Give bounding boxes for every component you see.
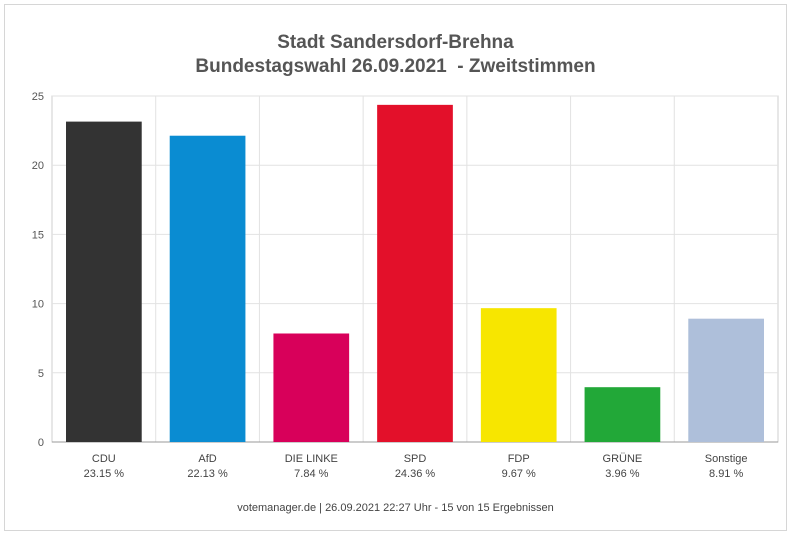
x-category-label: CDU: [92, 453, 116, 465]
y-tick-label: 15: [32, 229, 44, 241]
y-tick-label: 20: [32, 160, 44, 172]
bar-value-label: 8.91 %: [709, 468, 743, 480]
y-tick-label: 5: [38, 368, 44, 380]
x-category-label: Sonstige: [705, 453, 748, 465]
x-category-label: GRÜNE: [603, 453, 643, 465]
y-axis-ticks: 0 5 10 15 20 25: [32, 91, 44, 449]
chart-subtitle: Bundestagswahl 26.09.2021 - Zweitstimmen: [195, 56, 596, 77]
bar-value-label: 22.13 %: [187, 468, 228, 480]
x-category-label: DIE LINKE: [285, 453, 338, 465]
bar-cdu: [66, 121, 142, 442]
x-category-label: AfD: [198, 453, 216, 465]
bar-value-label: 23.15 %: [84, 468, 125, 480]
chart-title: Stadt Sandersdorf-Brehna: [277, 32, 514, 53]
x-category-label: FDP: [508, 453, 530, 465]
bar-value-label: 7.84 %: [294, 468, 328, 480]
bar-value-label: 9.67 %: [502, 468, 536, 480]
bar-die-linke: [273, 333, 350, 442]
y-tick-label: 25: [32, 91, 44, 103]
bar-value-label: 24.36 %: [395, 468, 436, 480]
chart-footer: votemanager.de | 26.09.2021 22:27 Uhr - …: [237, 502, 554, 514]
bars: [66, 104, 764, 442]
y-tick-label: 10: [32, 299, 44, 311]
x-axis-labels: CDU 23.15 % AfD 22.13 % DIE LINKE 7.84 % SPD 24…: [84, 453, 748, 480]
bar-fdp: [480, 308, 557, 442]
bar-afd: [169, 135, 246, 442]
y-tick-label: 0: [38, 437, 44, 449]
bar-grüne: [584, 387, 661, 442]
bar-spd: [377, 104, 453, 442]
bar-value-label: 3.96 %: [605, 468, 639, 480]
x-category-label: SPD: [404, 453, 427, 465]
bar-sonstige: [688, 318, 764, 442]
